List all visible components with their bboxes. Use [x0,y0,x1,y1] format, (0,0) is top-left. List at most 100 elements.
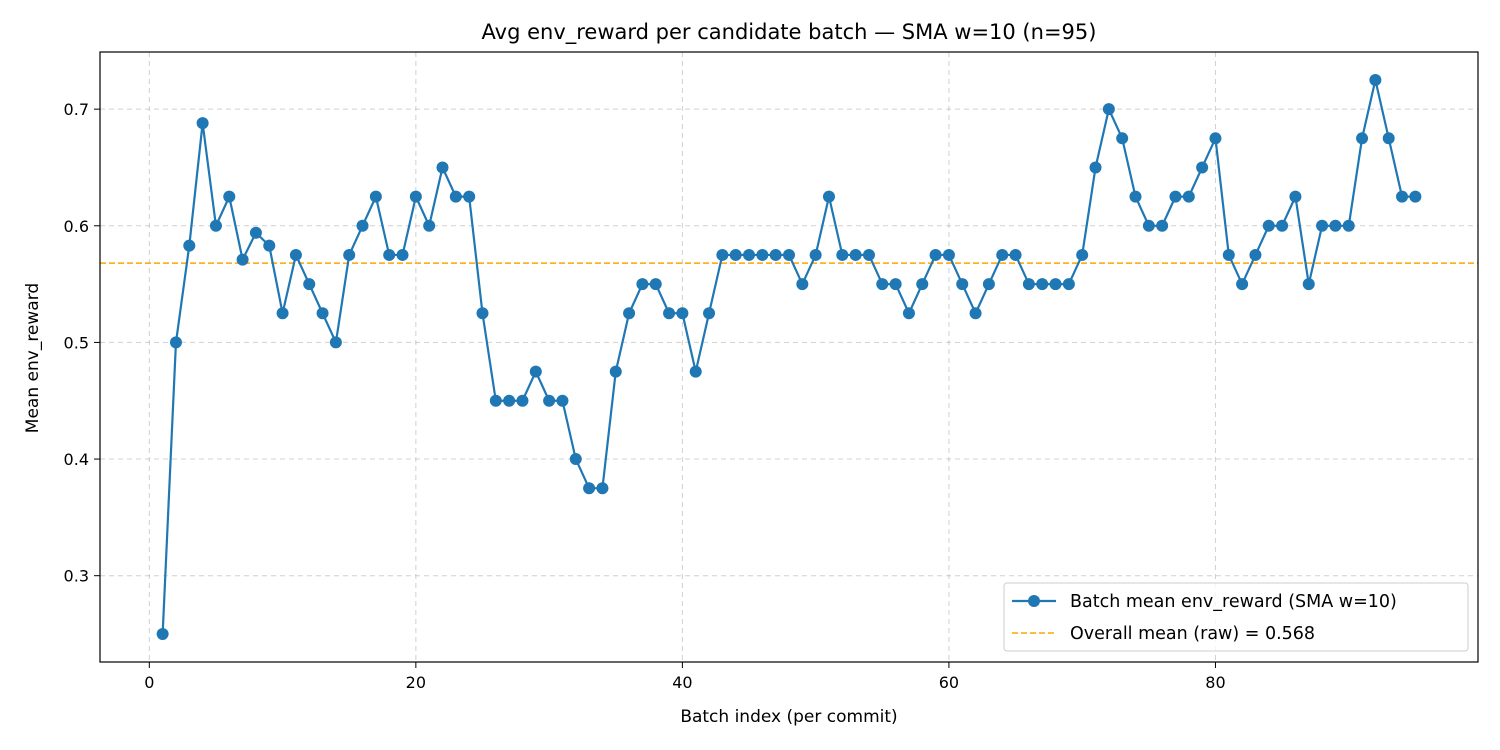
data-point [516,394,529,407]
data-point [929,248,942,261]
data-point [1116,132,1129,145]
data-point [1276,219,1289,232]
data-point [1102,103,1115,116]
data-point [476,307,489,320]
data-point [263,239,276,252]
data-point [1382,132,1395,145]
data-point [249,226,262,239]
data-point [743,248,756,261]
x-tick-label: 60 [939,673,959,692]
data-point [369,190,382,203]
x-tick-label: 80 [1205,673,1225,692]
data-point [489,394,502,407]
data-point [836,248,849,261]
data-point [1182,190,1195,203]
data-point [916,278,929,291]
y-tick-label: 0.5 [64,333,89,352]
data-point [1396,190,1409,203]
data-point [223,190,236,203]
data-point [329,336,342,349]
data-point [716,248,729,261]
data-point [756,248,769,261]
data-point [1222,248,1235,261]
data-point [649,278,662,291]
data-point [1076,248,1089,261]
data-point [729,248,742,261]
data-point [316,307,329,320]
data-point [783,248,795,261]
x-axis-label: Batch index (per commit) [680,707,897,727]
data-point [1316,219,1329,232]
data-point [1142,219,1155,232]
grid [100,52,1478,662]
legend-box [1003,582,1469,652]
legend-reference-label: Overall mean (raw) = 0.568 [1070,624,1315,644]
data-point [1342,219,1355,232]
data-point [942,248,955,261]
data-point [396,248,409,261]
data-point [409,190,422,203]
data-point [449,190,462,203]
y-tick-label: 0.6 [64,217,89,236]
data-point [463,190,476,203]
data-point [1049,278,1062,291]
data-point [623,307,636,320]
y-tick-label: 0.4 [64,450,89,469]
data-point [1329,219,1342,232]
data-point [1009,248,1022,261]
data-point [1196,161,1209,174]
x-tick-label: 0 [144,673,154,692]
data-point [236,253,249,266]
data-point [689,365,702,378]
data-point [503,394,516,407]
data-point [1169,190,1182,203]
data-point [529,365,542,378]
y-axis-label: Mean env_reward [23,283,43,433]
data-point [1129,190,1142,203]
data-point [276,307,289,320]
y-tick-label: 0.3 [64,567,89,586]
data-point [636,278,649,291]
data-point [1236,278,1249,291]
x-tick-label: 20 [406,673,426,692]
data-point [809,248,822,261]
data-point [676,307,689,320]
data-point [1249,248,1262,261]
x-axis: 0 20 40 60 80 [144,662,1226,692]
data-point [862,248,875,261]
data-point [1302,278,1315,291]
data-point [876,278,889,291]
data-point [289,248,302,261]
data-point [1289,190,1302,203]
y-tick-label: 0.7 [64,100,89,119]
y-axis: 0.3 0.4 0.5 0.6 0.7 [64,100,100,586]
data-point [383,248,396,261]
data-point [796,278,809,291]
data-point [1022,278,1035,291]
data-point [343,248,356,261]
data-point [436,161,449,174]
data-point [969,307,982,320]
data-point [703,307,716,320]
series [156,73,1422,641]
plot-frame [99,51,1479,663]
data-point [543,394,556,407]
data-point [609,365,622,378]
data-point [996,248,1009,261]
data-point [1262,219,1275,232]
data-point [156,628,169,641]
data-point [169,336,182,349]
data-point [183,239,196,252]
data-point [569,453,582,466]
data-point [769,248,782,261]
data-point [423,219,436,232]
data-point [1369,73,1382,86]
data-point [982,278,995,291]
legend: Batch mean env_reward (SMA w=10) Overall… [1003,582,1469,652]
data-point [1062,278,1075,291]
data-point [556,394,569,407]
chart-title: Avg env_reward per candidate batch — SMA… [482,20,1097,45]
data-point [663,307,676,320]
data-point [303,278,316,291]
